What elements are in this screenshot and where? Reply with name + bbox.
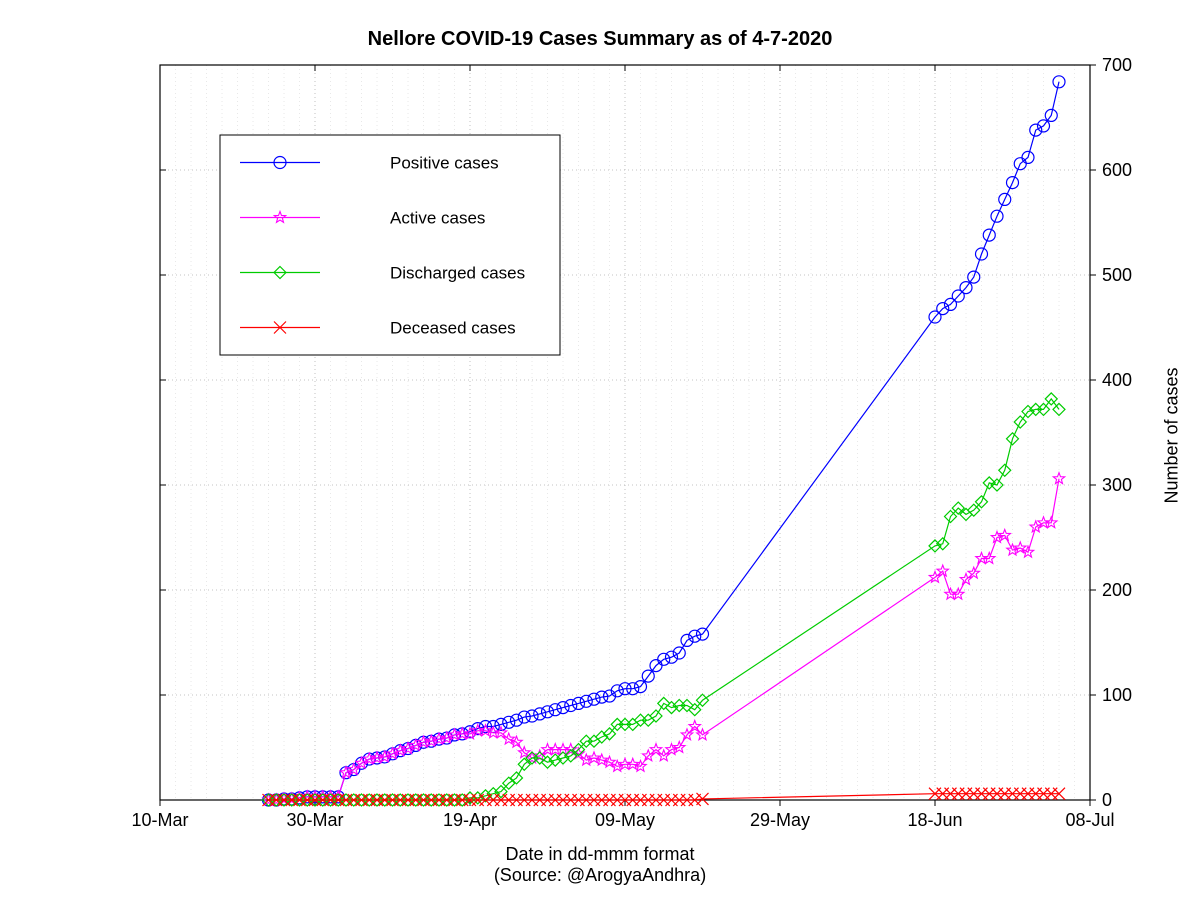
x-tick-label: 08-Jul — [1065, 810, 1114, 830]
series-active-cases — [263, 473, 1065, 805]
series-line — [269, 399, 1060, 800]
legend-label: Discharged cases — [390, 264, 525, 283]
x-tick-label: 18-Jun — [907, 810, 962, 830]
x-axis-label-line2: (Source: @ArogyaAndhra) — [0, 865, 1200, 886]
y-tick-label: 700 — [1102, 55, 1132, 75]
y-tick-label: 600 — [1102, 160, 1132, 180]
y-tick-label: 400 — [1102, 370, 1132, 390]
series-discharged-cases — [263, 393, 1066, 806]
x-tick-label: 29-May — [750, 810, 810, 830]
chart-title: Nellore COVID-19 Cases Summary as of 4-7… — [0, 28, 1200, 51]
y-axis-label: Number of cases — [1162, 336, 1183, 536]
x-tick-label: 09-May — [595, 810, 655, 830]
legend-label: Active cases — [390, 209, 485, 228]
legend-label: Deceased cases — [390, 319, 516, 338]
y-tick-label: 0 — [1102, 790, 1112, 810]
y-tick-label: 200 — [1102, 580, 1132, 600]
legend-label: Positive cases — [390, 154, 499, 173]
x-tick-label: 19-Apr — [443, 810, 497, 830]
series-deceased-cases — [263, 788, 1066, 806]
y-tick-label: 100 — [1102, 685, 1132, 705]
x-tick-label: 10-Mar — [131, 810, 188, 830]
y-tick-label: 300 — [1102, 475, 1132, 495]
chart-container: Nellore COVID-19 Cases Summary as of 4-7… — [0, 0, 1200, 900]
x-axis-label-group: Date in dd-mmm format (Source: @ArogyaAn… — [0, 844, 1200, 886]
plot-area: 10-Mar 30-Mar 19-Apr 09-May 29-May 18-Jun 08-J… — [0, 0, 1200, 900]
x-tick-label: 30-Mar — [286, 810, 343, 830]
x-axis-label-line1: Date in dd-mmm format — [0, 844, 1200, 865]
y-tick-label: 500 — [1102, 265, 1132, 285]
